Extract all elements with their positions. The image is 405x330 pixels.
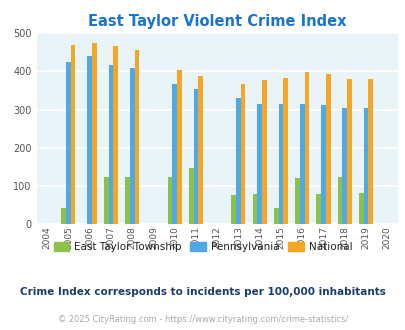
Text: Crime Index corresponds to incidents per 100,000 inhabitants: Crime Index corresponds to incidents per… <box>20 287 385 297</box>
Bar <box>341 108 346 224</box>
Bar <box>337 177 341 224</box>
Bar <box>172 84 177 224</box>
Bar <box>278 104 283 224</box>
Bar <box>273 208 278 224</box>
Bar <box>130 68 134 224</box>
Bar <box>304 72 309 224</box>
Text: © 2025 CityRating.com - https://www.cityrating.com/crime-statistics/: © 2025 CityRating.com - https://www.city… <box>58 315 347 324</box>
Bar <box>198 76 202 224</box>
Bar <box>125 177 130 224</box>
Bar <box>231 195 236 224</box>
Bar <box>104 177 108 224</box>
Bar <box>134 50 139 224</box>
Bar <box>283 78 287 224</box>
Title: East Taylor Violent Crime Index: East Taylor Violent Crime Index <box>88 14 345 29</box>
Bar <box>92 43 96 224</box>
Bar <box>177 70 181 224</box>
Bar <box>70 45 75 224</box>
Legend: East Taylor Township, Pennsylvania, National: East Taylor Township, Pennsylvania, Nati… <box>49 238 356 256</box>
Bar <box>108 65 113 224</box>
Bar <box>320 105 325 224</box>
Bar <box>113 46 118 224</box>
Bar <box>294 179 299 224</box>
Bar <box>257 104 261 224</box>
Bar <box>363 108 367 224</box>
Bar <box>66 62 70 224</box>
Bar <box>358 193 363 224</box>
Bar <box>315 194 320 224</box>
Bar <box>87 56 92 224</box>
Bar <box>167 177 172 224</box>
Bar <box>188 168 193 224</box>
Bar <box>261 80 266 224</box>
Bar <box>299 104 304 224</box>
Bar <box>325 74 330 224</box>
Bar <box>240 83 245 224</box>
Bar <box>367 79 372 224</box>
Bar <box>236 98 240 224</box>
Bar <box>252 194 257 224</box>
Bar <box>346 79 351 224</box>
Bar <box>193 89 198 224</box>
Bar <box>61 208 66 224</box>
